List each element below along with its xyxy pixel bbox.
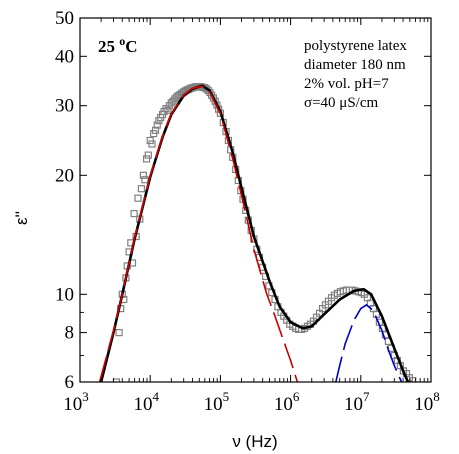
fit-curve-total (99, 84, 410, 382)
y-axis-label: ε'' (12, 211, 31, 225)
y-tick-label: 6 (65, 372, 75, 393)
x-tick-label: 107 (344, 389, 370, 415)
data-point (115, 329, 123, 337)
plot-frame (79, 17, 432, 383)
x-tick-label: 108 (414, 389, 440, 415)
annotation-line: 2% vol. pH=7 (304, 76, 389, 92)
x-tick-label: 104 (133, 389, 159, 415)
fit-curve-component-3 (335, 303, 403, 382)
y-tick-label: 30 (55, 96, 74, 117)
annotation-line: σ=40 μS/cm (304, 95, 379, 111)
y-tick-label: 10 (55, 284, 74, 305)
data-point (141, 176, 149, 184)
y-tick-label: 8 (65, 323, 75, 344)
data-point (139, 171, 147, 179)
annotation-line: diameter 180 nm (304, 57, 406, 73)
x-axis-label: ν (Hz) (232, 432, 277, 451)
fit-curve-component-2 (98, 85, 299, 382)
data-point (153, 121, 161, 129)
data-point (164, 106, 172, 114)
y-tick-label: 50 (55, 8, 74, 29)
data-layer (98, 83, 417, 382)
x-tick-label: 105 (204, 389, 230, 415)
temperature-label: 25 oC (98, 34, 138, 56)
y-tick-label: 20 (55, 165, 74, 186)
data-point (143, 155, 151, 163)
annotation-line: polystyrene latex (304, 38, 407, 54)
data-point (148, 140, 156, 148)
data-point (137, 185, 145, 193)
data-point (151, 126, 160, 134)
y-tick-label: 40 (55, 46, 74, 67)
data-point (130, 210, 138, 218)
axis-layer: 103 104 105 106 107 108 6 8 10 20 30 40 50 (55, 8, 440, 415)
data-point (134, 194, 142, 202)
sample-annotation: polystyrene latex diameter 180 nm 2% vol… (304, 38, 407, 111)
data-point (144, 151, 152, 159)
data-point (112, 378, 121, 382)
x-tick-label: 106 (274, 389, 300, 415)
x-tick-label: 103 (63, 389, 89, 415)
